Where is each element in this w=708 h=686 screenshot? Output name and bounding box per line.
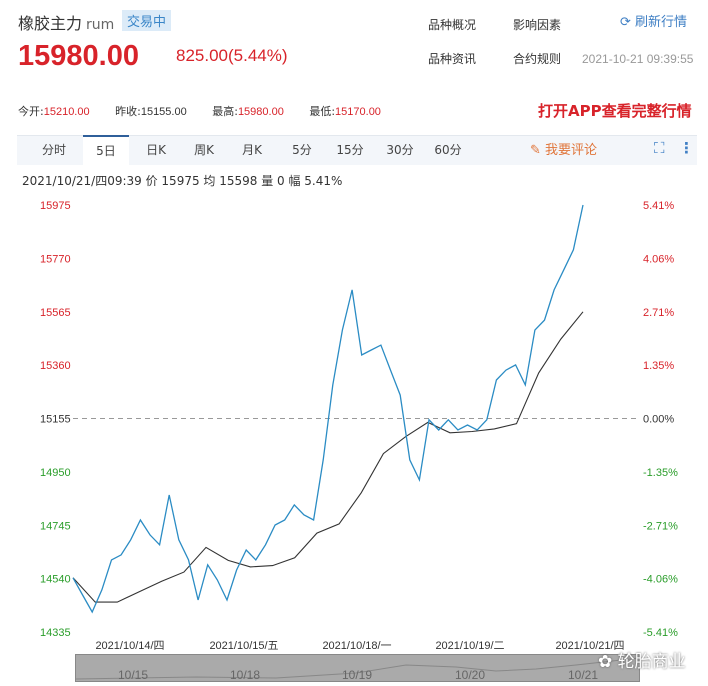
y-tick-label: 14335 [40,627,71,639]
range-navigator[interactable] [75,654,640,682]
y-pct-tick-label: -2.71% [643,520,678,532]
more-icon[interactable]: ⋮ [679,139,694,157]
prev-close-label: 昨收: [115,105,141,118]
instrument-title: 橡胶主力 rum [18,10,114,34]
tab-5day[interactable]: 5日 [83,135,129,166]
tab-intraday[interactable]: 分时 [41,143,66,157]
tab-15min[interactable]: 15分 [336,143,364,157]
y-tick-label: 15360 [40,360,71,372]
x-tick-label: 2021/10/18/一 [322,640,391,652]
navigator-label: 10/20 [455,668,486,682]
open-app-link[interactable]: 打开APP查看完整行情 [538,102,692,120]
y-tick-label: 15565 [40,307,71,319]
x-tick-label: 2021/10/14/四 [95,640,164,652]
prev-close-value: 15155.00 [140,106,187,118]
x-tick-label: 2021/10/19/二 [435,640,504,652]
tab-30min[interactable]: 30分 [386,143,414,157]
high-value: 15980.00 [237,106,284,118]
y-pct-tick-label: -1.35% [643,467,678,479]
high-label: 最高: [212,105,238,118]
comment-label: 我要评论 [545,143,598,158]
x-tick-label: 2021/10/15/五 [209,640,278,652]
y-pct-tick-label: 0.00% [643,414,674,426]
watermark: ✿ 轮胎商业 [598,652,686,672]
link-overview[interactable]: 品种概况 [428,18,477,32]
open-value: 15210.00 [43,106,90,118]
instrument-name: 橡胶主力 [18,14,83,33]
low-label: 最低: [309,105,336,118]
refresh-label: 刷新行情 [635,15,688,30]
edit-icon: ✎ [530,143,541,158]
link-news[interactable]: 品种资讯 [428,52,477,66]
low-value: 15170.00 [335,106,381,118]
average-price-line [72,311,584,603]
fullscreen-icon[interactable]: ⛶ [654,139,665,157]
tab-weekly-k[interactable]: 周K [194,143,214,157]
last-price: 15980.00 [18,40,139,72]
tab-daily-k[interactable]: 日K [146,143,166,157]
period-tabs: 分时 5日 日K 周K 月K 5分 15分 30分 60分 ⛶ ⋮ [17,135,697,166]
refresh-button[interactable]: ⟳ 刷新行情 [620,11,687,30]
refresh-icon: ⟳ [620,15,631,30]
navigator-preview [75,657,640,680]
status-badge: 交易中 [122,10,172,31]
instrument-code: rum [86,17,115,33]
y-tick-label: 15770 [40,253,71,265]
y-pct-tick-label: -5.41% [643,627,678,639]
comment-button[interactable]: ✎ 我要评论 [530,139,597,158]
y-pct-tick-label: 5.41% [643,200,674,212]
navigator-label: 10/21 [568,668,599,682]
tab-60min[interactable]: 60分 [434,143,462,157]
timestamp: 2021-10-21 09:39:55 [582,52,694,66]
navigator-label: 10/18 [230,668,261,682]
price-change: 825.00(5.44%) [176,46,288,65]
tab-5min[interactable]: 5分 [292,143,312,157]
y-tick-label: 15975 [40,200,71,212]
y-pct-tick-label: 2.71% [643,307,674,319]
stats-row: 今开:15210.00 昨收:15155.00 最高:15980.00 最低:1… [18,103,403,119]
y-tick-label: 14540 [40,574,71,586]
y-pct-tick-label: -4.06% [643,574,678,586]
price-line [72,204,584,614]
y-tick-label: 14745 [40,520,71,532]
open-label: 今开: [18,105,44,118]
y-tick-label: 15155 [40,414,71,426]
y-pct-tick-label: 4.06% [643,253,674,265]
link-rules[interactable]: 合约规则 [513,52,562,66]
y-tick-label: 14950 [40,467,71,479]
wechat-icon: ✿ [598,652,613,672]
y-pct-tick-label: 1.35% [643,360,674,372]
x-tick-label: 2021/10/21/四 [555,640,624,652]
link-factors[interactable]: 影响因素 [513,18,562,32]
crosshair-info: 2021/10/21/四09:39 价 15975 均 15598 量 0 幅 … [22,174,343,188]
navigator-label: 10/15 [118,668,149,682]
tab-monthly-k[interactable]: 月K [242,143,262,157]
navigator-label: 10/19 [342,668,373,682]
